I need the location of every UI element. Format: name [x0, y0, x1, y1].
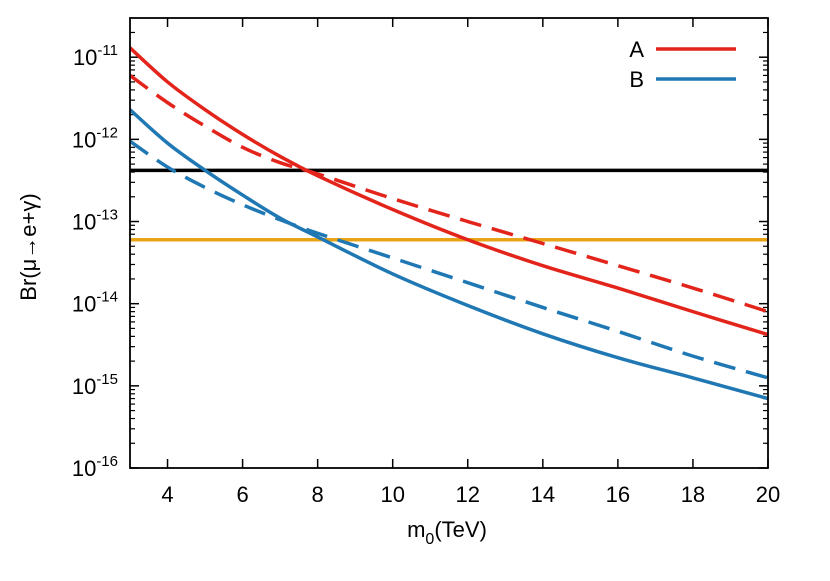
legend-label-A: A: [629, 37, 644, 62]
series-line-A: [130, 46, 768, 337]
y-tick-label: 10-16: [72, 453, 118, 481]
x-tick-label: 14: [531, 482, 555, 507]
legend-label-B: B: [629, 67, 644, 92]
y-tick-label: 10-12: [72, 124, 118, 152]
x-axis-label: m0(TeV): [407, 517, 487, 548]
x-axis-label-main: m: [407, 517, 425, 542]
series-line-B: [130, 108, 768, 401]
y-tick-label: 10-11: [73, 42, 118, 70]
x-tick-label: 16: [606, 482, 630, 507]
x-tick-label: 20: [756, 482, 780, 507]
x-tick-label: 8: [312, 482, 324, 507]
series-line-dashed-1: [130, 74, 768, 314]
x-axis-label-unit: (TeV): [434, 517, 487, 542]
x-tick-label: 4: [161, 482, 173, 507]
y-axis-label: Br(μ→e+γ): [16, 193, 41, 300]
x-axis-label-sub: 0: [425, 531, 434, 548]
series-line-dashed-3: [130, 139, 768, 380]
x-tick-label: 18: [681, 482, 705, 507]
plot-frame: [129, 17, 769, 469]
y-tick-label: 10-14: [72, 289, 118, 317]
y-tick-label: 10-13: [72, 207, 118, 235]
x-tick-label: 10: [380, 482, 404, 507]
y-tick-label: 10-15: [72, 371, 118, 399]
x-tick-label: 6: [236, 482, 248, 507]
x-tick-label: 12: [456, 482, 480, 507]
